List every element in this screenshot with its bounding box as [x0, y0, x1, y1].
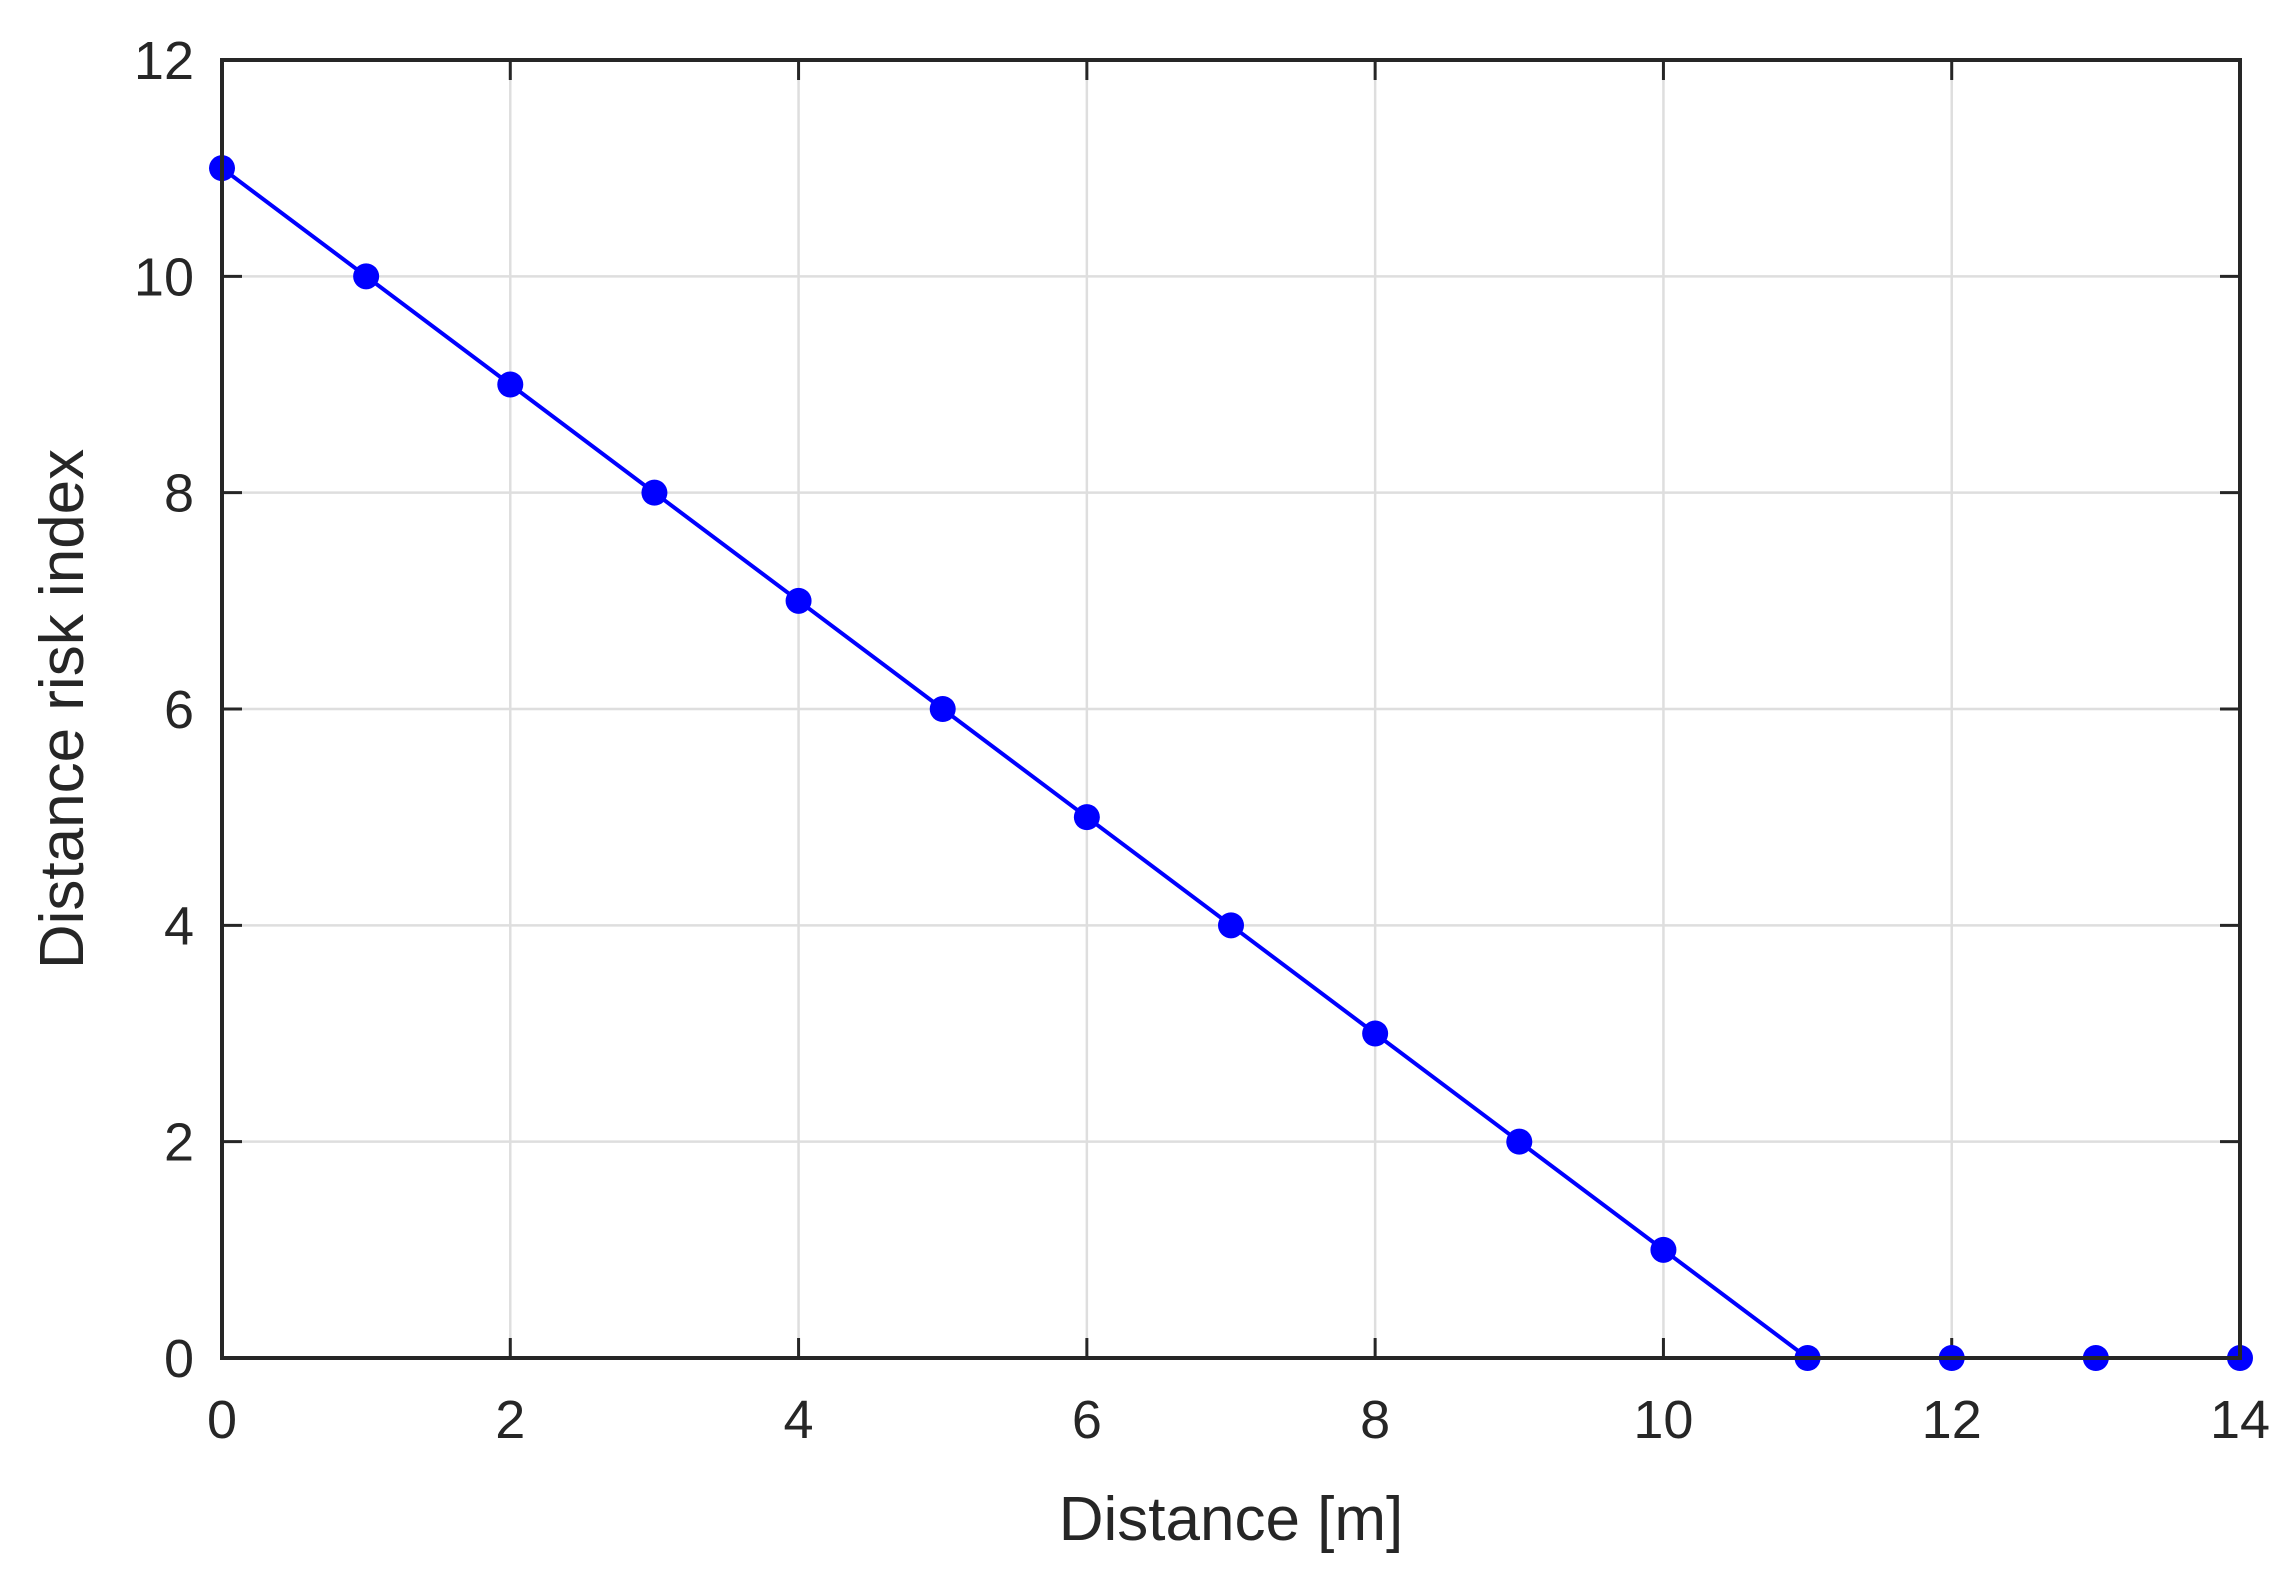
data-point	[1362, 1020, 1389, 1047]
x-tick-label: 10	[1633, 1390, 1693, 1450]
x-axis-label: Distance [m]	[1059, 1485, 1404, 1554]
x-tick-label: 4	[784, 1390, 814, 1450]
x-tick-label: 6	[1072, 1390, 1102, 1450]
x-tick-label: 12	[1922, 1390, 1982, 1450]
x-tick-label: 2	[495, 1390, 525, 1450]
x-tick-label: 14	[2210, 1390, 2270, 1450]
y-tick-label: 4	[164, 896, 194, 956]
data-point	[1073, 804, 1100, 831]
tick-labels: 0 2 4 6 8 10 12 14 0 2 4 6 8 10 12	[134, 31, 2270, 1450]
y-tick-label: 2	[164, 1113, 194, 1173]
data-point	[929, 696, 956, 722]
y-tick-label: 8	[164, 464, 194, 524]
data-point	[785, 587, 812, 614]
data-point	[353, 263, 380, 290]
y-tick-label: 10	[134, 247, 194, 307]
grid	[220, 58, 2242, 1360]
data-point	[1506, 1128, 1533, 1155]
y-tick-label: 6	[164, 680, 194, 740]
data-point	[641, 479, 668, 506]
data-point	[497, 371, 524, 398]
data-point	[1650, 1236, 1677, 1263]
y-tick-label: 12	[134, 31, 194, 91]
x-tick-label: 8	[1360, 1390, 1390, 1450]
x-tick-label: 0	[207, 1390, 237, 1450]
y-tick-label: 0	[164, 1329, 194, 1389]
y-axis-label: Distance risk index	[28, 449, 97, 969]
data-point	[1218, 912, 1244, 939]
plot-frame	[220, 58, 2242, 1360]
